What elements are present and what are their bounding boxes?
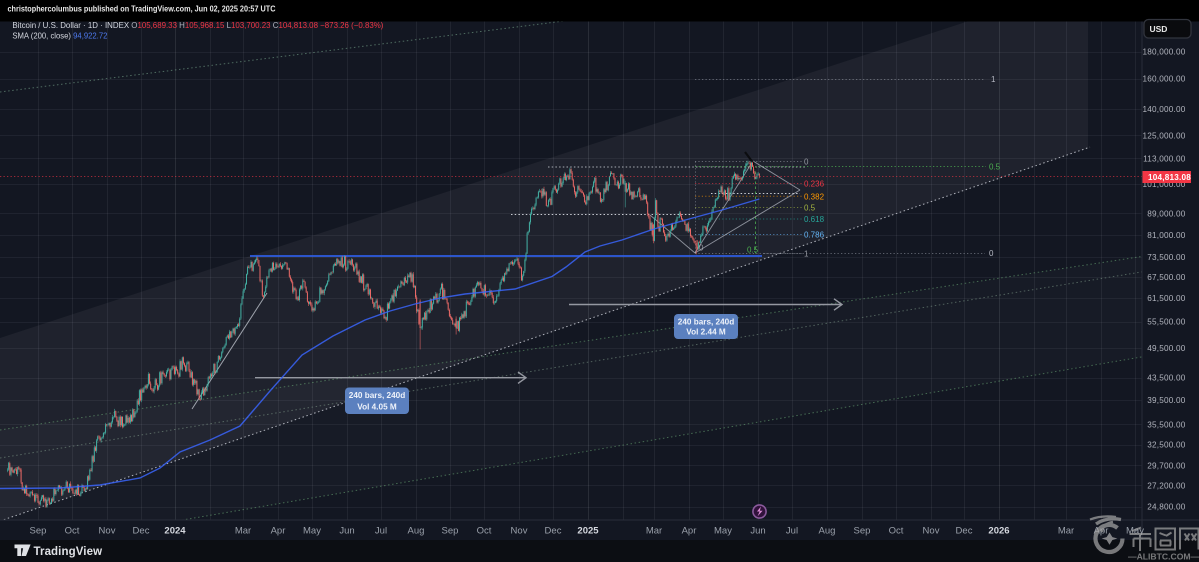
svg-text:Aug: Aug [819, 526, 836, 537]
svg-text:39,500.00: 39,500.00 [1147, 396, 1185, 405]
svg-text:61,500.00: 61,500.00 [1147, 294, 1185, 303]
svg-text:Apr: Apr [682, 526, 697, 537]
svg-text:180,000.00: 180,000.00 [1143, 48, 1186, 57]
svg-text:2024: 2024 [164, 526, 186, 537]
svg-text:32,500.00: 32,500.00 [1147, 441, 1185, 450]
svg-text:0.382: 0.382 [804, 192, 825, 201]
svg-text:73,500.00: 73,500.00 [1147, 253, 1185, 262]
svg-text:SMA (200, close) 94,922.72: SMA (200, close) 94,922.72 [12, 32, 107, 41]
svg-text:Mar: Mar [1058, 526, 1074, 537]
svg-text:104,813.08: 104,813.08 [1148, 173, 1191, 182]
svg-text:Oct: Oct [65, 526, 80, 537]
svg-text:101,000.00: 101,000.00 [1143, 180, 1186, 189]
svg-text:Dec: Dec [956, 526, 973, 537]
svg-text:0: 0 [804, 158, 809, 167]
svg-text:49,500.00: 49,500.00 [1147, 344, 1185, 353]
svg-text:1: 1 [804, 250, 809, 259]
svg-text:Jun: Jun [750, 526, 765, 537]
svg-text:240 bars, 240d: 240 bars, 240d [678, 318, 734, 327]
svg-text:160,000.00: 160,000.00 [1143, 75, 1186, 84]
svg-text:Sep: Sep [854, 526, 871, 537]
svg-text:Oct: Oct [477, 526, 492, 537]
svg-text:113,000.00: 113,000.00 [1143, 154, 1186, 163]
svg-text:2025: 2025 [577, 526, 599, 537]
svg-text:89,000.00: 89,000.00 [1147, 209, 1185, 218]
svg-text:35,500.00: 35,500.00 [1147, 420, 1185, 429]
svg-text:140,000.00: 140,000.00 [1143, 105, 1186, 114]
svg-text:Vol 2.44 M: Vol 2.44 M [686, 328, 726, 337]
svg-text:Mar: Mar [646, 526, 662, 537]
svg-text:Sep: Sep [30, 526, 47, 537]
svg-text:USD: USD [1150, 24, 1168, 34]
svg-text:2026: 2026 [988, 526, 1009, 537]
svg-text:0.786: 0.786 [804, 231, 825, 240]
svg-text:Dec: Dec [133, 526, 150, 537]
svg-text:43,500.00: 43,500.00 [1147, 374, 1185, 383]
svg-text:Dec: Dec [545, 526, 562, 537]
svg-text:0.618: 0.618 [804, 215, 825, 224]
svg-text:0.236: 0.236 [804, 180, 825, 189]
svg-text:Jul: Jul [786, 526, 798, 537]
svg-text:May: May [303, 526, 321, 537]
svg-text:Sep: Sep [442, 526, 459, 537]
svg-text:Vol 4.05 M: Vol 4.05 M [357, 403, 397, 412]
svg-text:0: 0 [699, 244, 704, 253]
svg-text:—ALIBTC.COM—: —ALIBTC.COM— [1128, 552, 1199, 562]
svg-text:Jul: Jul [375, 526, 387, 537]
svg-text:0.5: 0.5 [804, 204, 816, 213]
svg-text:christophercolumbus published: christophercolumbus published on Trading… [8, 4, 276, 14]
svg-text:TradingView: TradingView [34, 546, 103, 558]
svg-text:Nov: Nov [99, 526, 116, 537]
svg-text:Oct: Oct [889, 526, 904, 537]
svg-text:May: May [714, 526, 732, 537]
svg-text:55,500.00: 55,500.00 [1147, 318, 1185, 327]
svg-text:24,800.00: 24,800.00 [1147, 503, 1185, 512]
svg-text:29,700.00: 29,700.00 [1147, 461, 1185, 470]
svg-text:May: May [1126, 526, 1144, 537]
svg-text:0.5: 0.5 [989, 163, 1001, 172]
svg-text:0: 0 [989, 249, 994, 258]
svg-text:Nov: Nov [923, 526, 940, 537]
svg-text:67,500.00: 67,500.00 [1147, 273, 1185, 282]
svg-text:27,200.00: 27,200.00 [1147, 482, 1185, 491]
svg-text:Bitcoin / U.S. Dollar · 1D · I: Bitcoin / U.S. Dollar · 1D · INDEX O105,… [12, 21, 383, 30]
svg-text:Jun: Jun [339, 526, 354, 537]
svg-text:240 bars, 240d: 240 bars, 240d [349, 391, 405, 400]
svg-text:125,000.00: 125,000.00 [1143, 131, 1186, 140]
svg-text:81,000.00: 81,000.00 [1147, 231, 1185, 240]
svg-text:1: 1 [991, 75, 996, 84]
svg-text:Mar: Mar [235, 526, 251, 537]
svg-text:Aug: Aug [408, 526, 425, 537]
svg-text:Nov: Nov [511, 526, 528, 537]
svg-text:Apr: Apr [271, 526, 286, 537]
svg-text:0.5: 0.5 [747, 246, 759, 255]
